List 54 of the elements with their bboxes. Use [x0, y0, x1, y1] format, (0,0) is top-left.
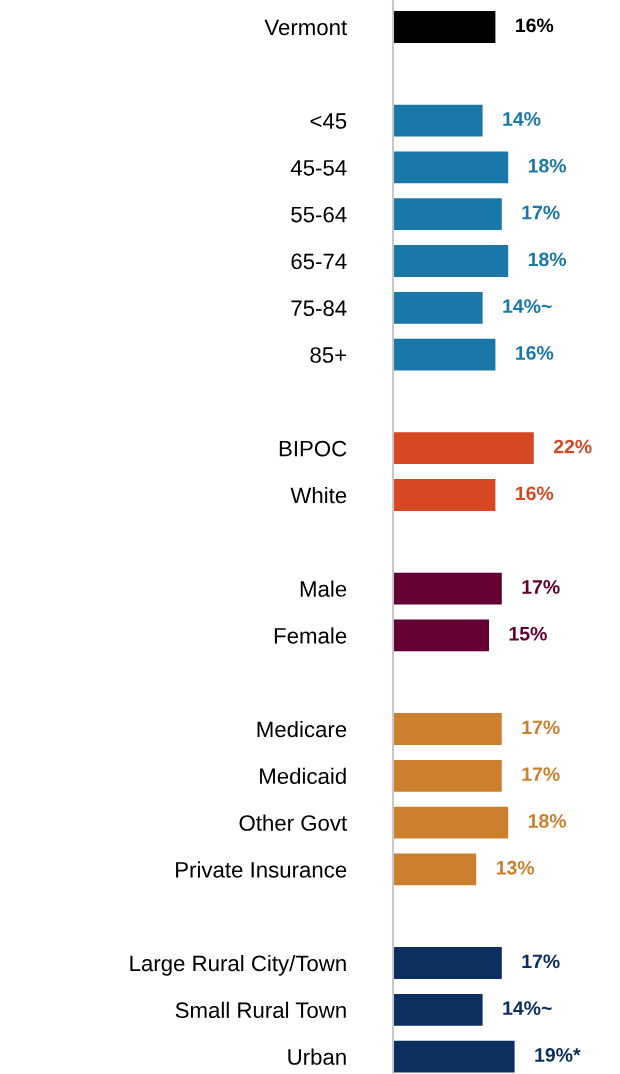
y-tick-label: Male	[300, 580, 347, 597]
bar	[393, 806, 509, 839]
data-label: 14%~	[503, 1001, 552, 1015]
bar	[393, 993, 483, 1026]
y-tick-label: Large Rural City/Town	[130, 954, 346, 976]
y-tick-label: <45	[310, 113, 347, 129]
data-label: 14%	[503, 112, 541, 126]
data-label: 18%	[528, 814, 567, 828]
data-label: 14%~	[503, 299, 552, 313]
y-tick-label: White	[290, 486, 347, 504]
y-tick-label: 85+	[310, 347, 347, 363]
data-label: 22%	[553, 439, 592, 454]
data-label: 13%	[496, 860, 535, 875]
data-label: 16%	[516, 346, 554, 360]
bar	[393, 759, 502, 792]
y-tick-label: 75-84	[291, 300, 347, 317]
y-tick-label: Female	[274, 627, 347, 644]
y-tick-label: 65-74	[291, 253, 347, 270]
bar	[393, 338, 496, 371]
y-tick-label: BIPOC	[279, 440, 347, 457]
y-tick-label: Urban	[288, 1048, 346, 1065]
bar	[393, 245, 509, 277]
y-tick-label: Other Govt	[239, 814, 348, 831]
y-tick-label: Medicaid	[260, 767, 346, 785]
bar	[393, 11, 496, 43]
bar	[393, 291, 483, 324]
y-tick-label: Vermont	[264, 19, 348, 36]
data-label: 17%	[522, 767, 560, 781]
y-tick-label: 45-54	[290, 160, 347, 176]
data-label: 17%	[522, 580, 560, 594]
bar	[393, 151, 509, 184]
data-label: 18%	[528, 252, 567, 267]
bar	[393, 713, 502, 745]
data-label: 17%	[522, 205, 560, 220]
bar	[393, 572, 502, 605]
bar	[393, 947, 502, 979]
data-label: 19%*	[535, 1048, 581, 1062]
bar	[393, 853, 477, 886]
data-label: 18%	[528, 158, 567, 173]
y-tick-label: Small Rural Town	[175, 1001, 346, 1019]
bar	[393, 1040, 515, 1073]
data-label: 15%	[509, 626, 547, 641]
data-label: 16%	[516, 18, 554, 33]
data-label: 17%	[522, 954, 560, 969]
y-tick-label: 55-64	[291, 206, 347, 223]
y-tick-label: Medicare	[257, 720, 347, 738]
bar	[393, 619, 489, 652]
bar	[393, 198, 502, 231]
y-tick-label: Private Insurance	[176, 861, 347, 878]
bar	[393, 104, 483, 137]
data-label: 16%	[516, 486, 554, 501]
bar	[393, 432, 534, 465]
bar	[393, 479, 496, 511]
data-label: 17%	[522, 720, 560, 735]
